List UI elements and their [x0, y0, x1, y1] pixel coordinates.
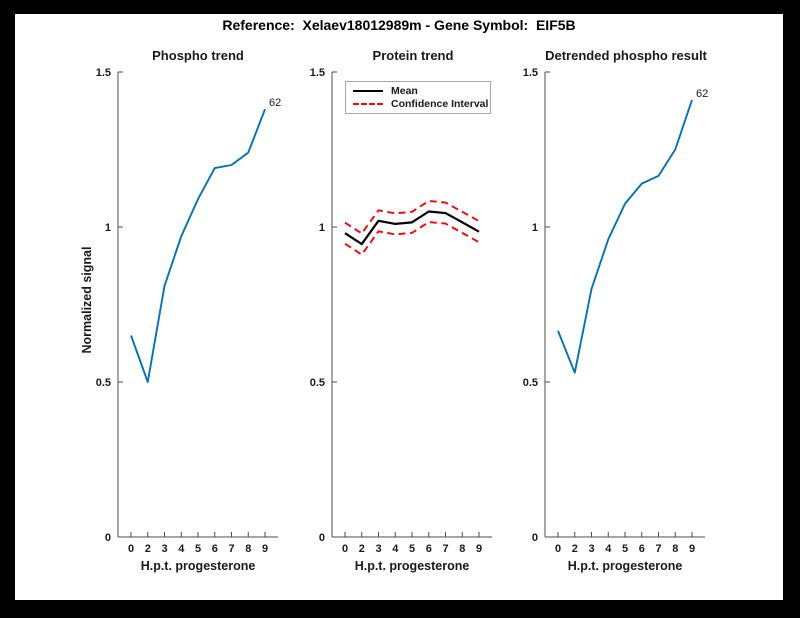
x-tick-label: 0 [128, 543, 134, 555]
x-tick-label: 7 [655, 543, 661, 555]
legend-box: Mean Confidence Interval [345, 81, 491, 114]
y-tick-label: 0.5 [523, 377, 538, 389]
y-tick-label: 1 [532, 222, 538, 234]
x-tick-label: 2 [359, 543, 365, 555]
x-axis-label: H.p.t. progesterone [568, 559, 683, 573]
x-tick-label: 7 [228, 543, 234, 555]
mean-line [344, 210, 480, 246]
mean-line-swatch-icon [353, 89, 383, 92]
x-tick-label: 3 [161, 543, 167, 555]
x-tick-label: 5 [195, 543, 201, 555]
x-tick-label: 0 [342, 543, 348, 555]
x-tick-label: 4 [605, 543, 612, 555]
x-tick-label: 7 [442, 543, 448, 555]
subplot-title-phospho-trend: Phospho trend [152, 48, 244, 63]
legend-label-confidence-interval: Confidence Interval [391, 98, 489, 111]
protein-trend-chart: 00.511.50 2 3 4 5 6 7 8 9H.p.t. progesterone [310, 67, 492, 573]
detrended-phospho-line [557, 99, 693, 374]
subplot-title-protein-trend: Protein trend [372, 48, 454, 63]
x-tick-label: 5 [409, 543, 415, 555]
x-tick-label: 2 [145, 543, 151, 555]
y-tick-label: 1.5 [523, 67, 538, 79]
phospho-trend-line [130, 108, 266, 383]
y-tick-label: 1 [105, 222, 111, 234]
confidence-lower-line [344, 221, 480, 256]
y-tick-label: 0.5 [310, 377, 325, 389]
x-tick-label: 9 [476, 543, 482, 555]
x-tick-label: 8 [459, 543, 465, 555]
y-tick-label: 0 [105, 532, 111, 544]
legend-entry-confidence-interval: Confidence Interval [353, 98, 488, 111]
confidence-interval-swatch-icon [353, 103, 383, 106]
figure-title: Reference: Xelaev18012989m - Gene Symbol… [222, 17, 576, 33]
x-tick-label: 2 [572, 543, 578, 555]
x-tick-label: 9 [689, 543, 695, 555]
x-tick-label: 3 [375, 543, 381, 555]
x-tick-label: 0 [555, 543, 561, 555]
legend-entry-mean: Mean [353, 84, 483, 97]
series-end-label: 62 [696, 88, 708, 100]
x-tick-label: 8 [245, 543, 251, 555]
y-tick-label: 1 [319, 222, 325, 234]
x-tick-label: 4 [392, 543, 399, 555]
figure-canvas: Reference: Xelaev18012989m - Gene Symbol… [15, 14, 783, 600]
x-tick-label: 9 [262, 543, 268, 555]
x-tick-label: 6 [426, 543, 432, 555]
x-tick-label: 6 [212, 543, 218, 555]
x-tick-label: 8 [672, 543, 678, 555]
x-tick-label: 5 [622, 543, 628, 555]
x-tick-label: 4 [178, 543, 185, 555]
y-tick-label: 1.5 [96, 67, 111, 79]
x-tick-label: 6 [639, 543, 645, 555]
x-tick-label: 3 [588, 543, 594, 555]
y-tick-label: 0 [532, 532, 538, 544]
y-tick-label: 0 [319, 532, 325, 544]
legend-label-mean: Mean [391, 84, 418, 97]
y-tick-label: 0.5 [96, 377, 111, 389]
y-tick-label: 1.5 [310, 67, 325, 79]
subplot-title-detrended-phospho: Detrended phospho result [545, 48, 707, 63]
confidence-upper-line [344, 200, 480, 235]
x-axis-label: H.p.t. progesterone [141, 559, 256, 573]
x-axis-label: H.p.t. progesterone [355, 559, 470, 573]
series-end-label: 62 [269, 97, 281, 109]
